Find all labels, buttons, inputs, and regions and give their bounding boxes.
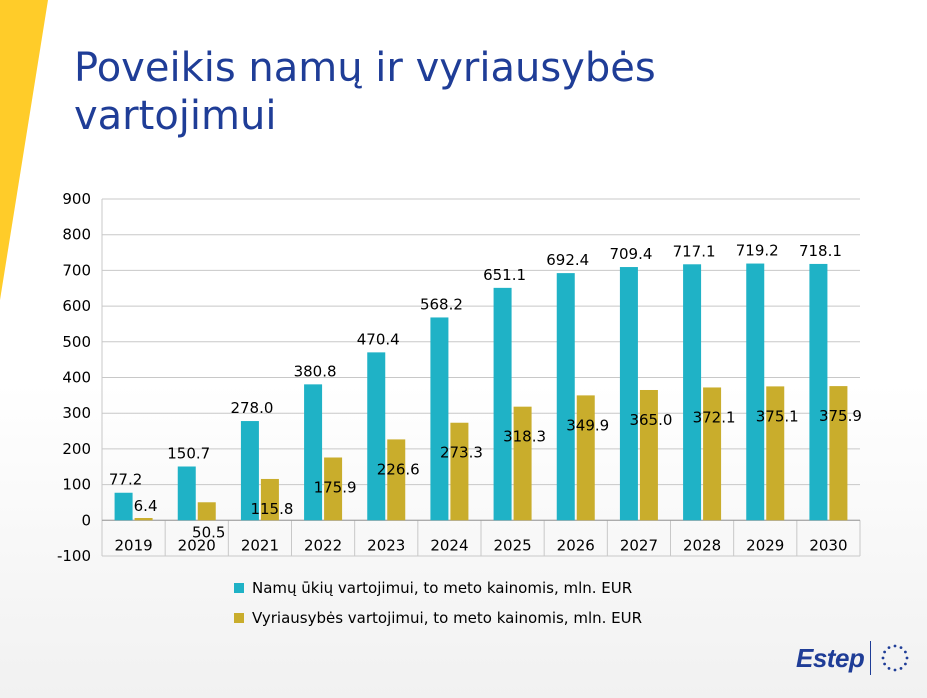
- star-dot: [881, 656, 885, 660]
- page-title-line-1: Poveikis namų ir vyriausybės: [74, 45, 656, 91]
- data-label-government: 175.9: [314, 479, 357, 497]
- star-dot: [887, 666, 891, 670]
- data-label-households: 717.1: [673, 242, 716, 260]
- bar-households: [493, 287, 512, 521]
- x-tick-label: 2022: [304, 536, 342, 554]
- data-label-households: 568.2: [420, 295, 463, 313]
- accent-stripe: [0, 0, 48, 300]
- star-dot: [883, 662, 887, 666]
- x-tick-label: 2024: [430, 536, 468, 554]
- y-tick-label: 400: [62, 369, 91, 387]
- legend-swatch-government: [234, 613, 244, 623]
- bar-households: [683, 264, 702, 521]
- star-dot: [905, 656, 909, 660]
- bar-government: [576, 395, 595, 521]
- bar-government: [450, 422, 469, 521]
- bar-government: [387, 439, 406, 521]
- y-tick-label: 0: [81, 511, 91, 529]
- bar-government: [639, 389, 658, 521]
- legend-item-households: Namų ūkių vartojimui, to meto kainomis, …: [234, 573, 642, 603]
- data-label-government: 349.9: [566, 416, 609, 434]
- data-label-households: 719.2: [736, 242, 779, 260]
- logo-text: Estep: [796, 642, 865, 673]
- data-label-households: 278.0: [230, 399, 273, 417]
- y-tick-label: 800: [62, 226, 91, 244]
- star-dot: [893, 668, 897, 672]
- bar-government: [324, 457, 343, 521]
- data-label-government: 375.1: [756, 407, 799, 425]
- x-tick-label: 2019: [114, 536, 152, 554]
- data-label-households: 470.4: [357, 330, 400, 348]
- chart-legend: Namų ūkių vartojimui, to meto kainomis, …: [234, 573, 642, 633]
- x-tick-label: 2030: [809, 536, 847, 554]
- data-label-government: 226.6: [377, 460, 420, 478]
- x-tick-label: 2025: [493, 536, 531, 554]
- data-label-government: 50.5: [192, 523, 225, 541]
- bar-households: [746, 263, 765, 521]
- bar-government: [197, 502, 216, 521]
- bar-government: [829, 386, 848, 521]
- bar-households: [367, 352, 386, 521]
- x-tick-label: 2026: [557, 536, 595, 554]
- page-title: Poveikis namų ir vyriausybės vartojimui: [74, 44, 874, 140]
- data-label-government: 375.9: [819, 407, 862, 425]
- x-tick-label: 2020: [178, 536, 216, 554]
- bar-households: [430, 317, 449, 521]
- y-tick-label: 700: [62, 261, 91, 279]
- data-label-households: 651.1: [483, 266, 526, 284]
- y-tick-label: 900: [62, 190, 91, 208]
- data-label-government: 318.3: [503, 428, 546, 446]
- logo-divider: [870, 641, 872, 675]
- data-label-government: 372.1: [693, 408, 736, 426]
- estep-logo: Estep: [796, 640, 913, 676]
- y-tick-label: 600: [62, 297, 91, 315]
- x-tick-label: 2021: [241, 536, 279, 554]
- data-label-households: 380.8: [294, 362, 337, 380]
- bar-households: [114, 492, 133, 521]
- x-tick-label: 2023: [367, 536, 405, 554]
- bar-households: [240, 421, 259, 521]
- bar-government: [513, 406, 532, 521]
- y-tick-label: 200: [62, 440, 91, 458]
- data-label-households: 709.4: [609, 245, 652, 263]
- bar-government: [260, 478, 279, 521]
- star-dot: [893, 644, 897, 648]
- bar-government: [703, 387, 722, 521]
- star-dot: [904, 662, 908, 666]
- legend-item-government: Vyriausybės vartojimui, to meto kainomis…: [234, 603, 642, 633]
- data-label-government: 6.4: [134, 497, 158, 515]
- legend-label-households: Namų ūkių vartojimui, to meto kainomis, …: [252, 579, 633, 597]
- bar-government: [134, 518, 153, 521]
- star-dot: [899, 646, 903, 650]
- star-dot: [899, 666, 903, 670]
- legend-label-government: Vyriausybės vartojimui, to meto kainomis…: [252, 609, 643, 627]
- bar-households: [619, 267, 638, 521]
- data-label-government: 115.8: [250, 500, 293, 518]
- bar-government: [766, 386, 785, 521]
- page-title-line-2: vartojimui: [74, 93, 277, 139]
- data-label-government: 273.3: [440, 444, 483, 462]
- data-label-households: 718.1: [799, 242, 842, 260]
- bar-households: [556, 273, 575, 521]
- data-label-government: 365.0: [629, 411, 672, 429]
- y-tick-label: 300: [62, 404, 91, 422]
- bar-households: [177, 466, 196, 521]
- y-tick-label: 500: [62, 333, 91, 351]
- x-tick-label: 2028: [683, 536, 721, 554]
- bar-households: [304, 384, 323, 521]
- legend-swatch-households: [234, 583, 244, 593]
- y-tick-label: -100: [57, 547, 91, 565]
- data-label-households: 150.7: [167, 445, 210, 463]
- star-dot: [904, 650, 908, 654]
- star-dot: [887, 646, 891, 650]
- bar-households: [809, 263, 828, 521]
- eu-stars-icon: [881, 644, 909, 672]
- data-label-households: 77.2: [109, 471, 142, 489]
- data-label-households: 692.4: [546, 251, 589, 269]
- star-dot: [883, 650, 887, 654]
- x-tick-label: 2029: [746, 536, 784, 554]
- y-tick-label: 100: [62, 476, 91, 494]
- x-tick-label: 2027: [620, 536, 658, 554]
